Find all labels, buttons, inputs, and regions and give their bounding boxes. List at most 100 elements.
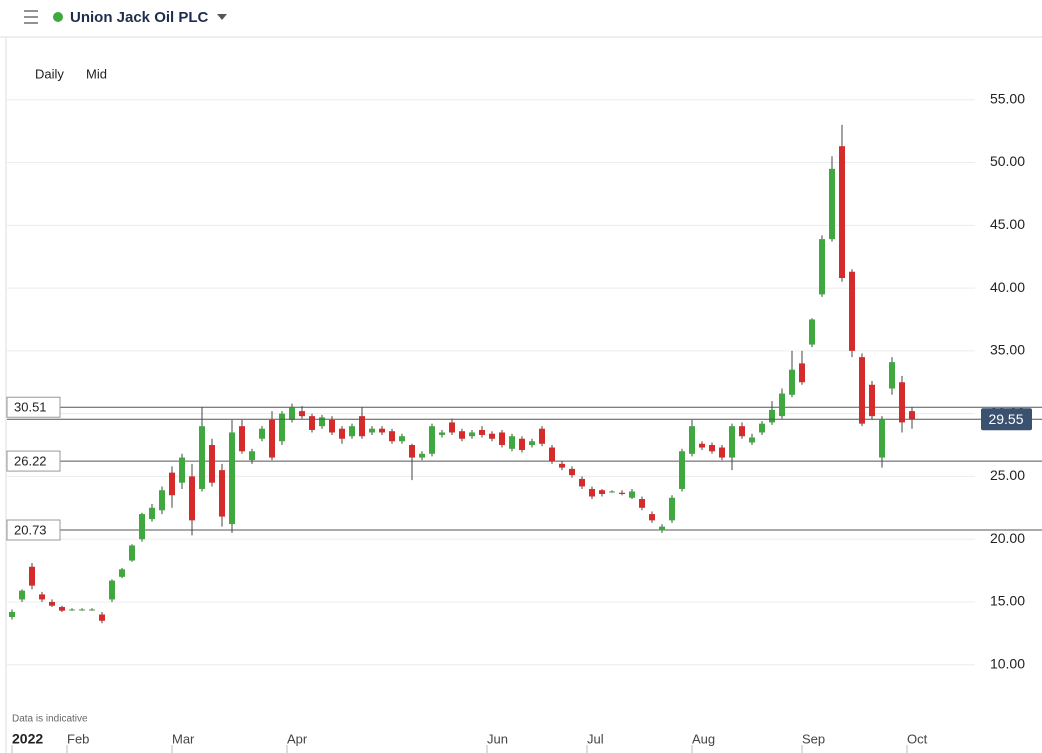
candle-body: [529, 441, 535, 446]
candle-body: [519, 438, 525, 451]
candle-body: [319, 417, 325, 427]
candle-body: [269, 419, 275, 458]
candle-body: [749, 437, 755, 443]
candle-body: [579, 478, 585, 487]
candle-body: [899, 382, 905, 423]
candle-body: [889, 362, 895, 389]
candle-body: [479, 429, 485, 435]
candle-body: [619, 492, 625, 494]
candle-body: [739, 426, 745, 437]
x-tick-label: Oct: [907, 731, 928, 746]
candle-body: [879, 419, 885, 458]
candle-body: [389, 431, 395, 442]
candle-body: [249, 451, 255, 461]
candle-body: [539, 428, 545, 444]
candle-body: [859, 357, 865, 424]
candle-body: [209, 445, 215, 483]
candle-body: [379, 428, 385, 433]
y-tick-label: 20.00: [990, 530, 1025, 546]
candle-body: [599, 490, 605, 494]
y-tick-label: 15.00: [990, 593, 1025, 609]
candle-body: [489, 433, 495, 439]
level-label: 20.73: [14, 522, 47, 537]
candle-body: [159, 490, 165, 511]
candle-body: [89, 609, 95, 611]
y-tick-label: 40.00: [990, 279, 1025, 295]
candle-body: [559, 463, 565, 468]
instrument-title[interactable]: Union Jack Oil PLC: [70, 9, 209, 26]
candle-body: [119, 569, 125, 577]
candle-body: [309, 416, 315, 430]
candle-body: [149, 507, 155, 520]
candle-body: [359, 416, 365, 437]
candle-body: [369, 428, 375, 433]
candle-body: [9, 611, 15, 618]
candle-body: [169, 472, 175, 496]
candle-body: [329, 419, 335, 433]
x-tick-label: 2022: [12, 731, 43, 747]
level-label-box: [6, 519, 61, 541]
x-tick-label: Aug: [692, 731, 715, 746]
candle-body: [549, 447, 555, 462]
candle-body: [699, 443, 705, 448]
candle-body: [829, 168, 835, 240]
level-label: 30.51: [14, 400, 47, 415]
candle-body: [459, 431, 465, 439]
candle-body: [839, 146, 845, 279]
candle-body: [869, 384, 875, 417]
y-tick-label: 25.00: [990, 467, 1025, 483]
candle-body: [409, 445, 415, 458]
level-label-box: [6, 450, 61, 472]
candle-body: [469, 432, 475, 437]
interval-button[interactable]: Daily: [35, 66, 64, 81]
candle-body: [629, 491, 635, 498]
candle-body: [109, 580, 115, 600]
candle-body: [49, 601, 55, 606]
x-tick-label: Feb: [67, 731, 89, 746]
y-tick-label: 50.00: [990, 153, 1025, 169]
candle-body: [729, 426, 735, 458]
candle-body: [29, 566, 35, 586]
candle-body: [659, 526, 665, 531]
candle-body: [79, 609, 85, 611]
candle-body: [229, 432, 235, 525]
candle-body: [59, 606, 65, 611]
x-tick-label: Sep: [802, 731, 825, 746]
menu-icon[interactable]: [24, 10, 38, 24]
candle-body: [39, 594, 45, 600]
candle-body: [569, 468, 575, 476]
candle-body: [809, 319, 815, 345]
candle-body: [589, 488, 595, 497]
level-label-box: [6, 396, 61, 418]
candle-body: [689, 426, 695, 454]
candle-body: [179, 457, 185, 483]
candle-body: [219, 470, 225, 517]
candle-body: [669, 497, 675, 521]
candle-body: [129, 545, 135, 561]
candle-body: [789, 369, 795, 395]
candle-body: [419, 453, 425, 458]
candle-body: [259, 428, 265, 439]
candle-body: [349, 426, 355, 437]
candle-body: [909, 411, 915, 420]
candle-body: [779, 393, 785, 417]
y-tick-label: 55.00: [990, 90, 1025, 106]
level-label: 26.22: [14, 454, 47, 469]
candle-body: [189, 476, 195, 521]
dropdown-caret[interactable]: [217, 14, 227, 20]
status-dot: [53, 12, 63, 22]
candle-body: [139, 514, 145, 540]
candle-body: [439, 432, 445, 435]
candle-body: [449, 422, 455, 433]
last-price-box: [981, 408, 1032, 431]
candle-body: [339, 428, 345, 439]
candle-body: [609, 491, 615, 493]
candle-body: [709, 445, 715, 452]
candle-body: [19, 590, 25, 600]
candle-body: [69, 609, 75, 611]
last-price-label: 29.55: [988, 411, 1023, 427]
candle-body: [649, 514, 655, 521]
y-tick-label: 35.00: [990, 342, 1025, 358]
candle-body: [99, 614, 105, 621]
price-type-button[interactable]: Mid: [86, 66, 107, 81]
